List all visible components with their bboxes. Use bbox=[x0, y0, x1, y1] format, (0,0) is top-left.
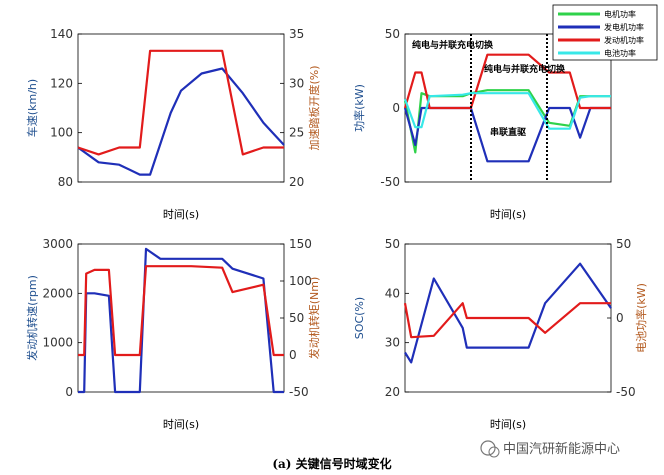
y-left-tick-label: 140 bbox=[50, 27, 73, 41]
annotation-series-direct-drive: 串联直驱 bbox=[490, 126, 526, 138]
watermark: 中国汽研新能源中心 bbox=[480, 440, 620, 458]
chart-panel-3: 20 30 40 50 -50 0 50 SOC(%) 电池功率(kW) 时间(s) bbox=[353, 237, 648, 431]
series-line-3 bbox=[403, 92, 611, 130]
y-left-tick-label: 2000 bbox=[42, 286, 73, 300]
legend-label-motor: 电机功率 bbox=[604, 9, 636, 19]
y-left-axis-label: 功率(kW) bbox=[352, 84, 366, 132]
x-axis-label: 时间(s) bbox=[163, 418, 199, 431]
figure-caption: (a) 关键信号时域变化 bbox=[272, 456, 391, 471]
series-line-1 bbox=[403, 106, 611, 163]
series-line-1 bbox=[403, 302, 611, 339]
y-left-tick-label: -50 bbox=[380, 175, 400, 189]
y-right-tick-label: 0 bbox=[616, 311, 624, 325]
y-right-tick-label: 150 bbox=[289, 237, 312, 251]
plot-area bbox=[77, 33, 285, 183]
series-line-1 bbox=[78, 265, 284, 357]
y-left-tick-label: 50 bbox=[385, 27, 400, 41]
x-axis-label: 时间(s) bbox=[163, 208, 199, 221]
y-right-tick-label: 25 bbox=[289, 126, 304, 140]
annotation-ev-parallel-switch-2: 纯电与并联充电切换 bbox=[484, 63, 566, 75]
series-line-0 bbox=[404, 262, 612, 364]
chart-panel-0: 80 100 120 140 20 25 30 35 车速(km/h) 加速踏板开度(%) 时间(s… bbox=[25, 27, 321, 221]
y-left-axis-label: SOC(%) bbox=[353, 297, 366, 339]
y-left-tick-label: 0 bbox=[392, 101, 400, 115]
y-left-tick-label: 100 bbox=[50, 126, 73, 140]
y-left-tick-label: 3000 bbox=[42, 237, 73, 251]
y-left-tick-label: 30 bbox=[385, 336, 400, 350]
y-right-tick-label: 100 bbox=[289, 274, 312, 288]
legend-label-engine: 发动机功率 bbox=[604, 35, 644, 45]
wechat-icon bbox=[480, 440, 496, 456]
x-axis-label: 时间(s) bbox=[490, 208, 526, 221]
y-left-tick-label: 0 bbox=[65, 385, 73, 399]
y-left-tick-label: 50 bbox=[385, 237, 400, 251]
series-line-1 bbox=[77, 49, 284, 156]
y-left-tick-label: 40 bbox=[385, 286, 400, 300]
y-left-axis-label: 车速(km/h) bbox=[25, 79, 39, 137]
y-left-axis-label: 发动机转速(rpm) bbox=[25, 275, 39, 361]
y-left-tick-label: 80 bbox=[58, 175, 73, 189]
svg-text:中国汽研新能源中心: 中国汽研新能源中心 bbox=[503, 441, 620, 457]
x-axis-label: 时间(s) bbox=[490, 418, 526, 431]
legend: 电机功率 发电机功率 发动机功率 电池功率 bbox=[552, 4, 658, 61]
chart-panel-2: 0 1000 2000 3000 -50 0 50 100 150 发动机转速(rpm) 发动机转矩… bbox=[25, 237, 321, 431]
series-line-0 bbox=[77, 67, 285, 176]
y-left-tick-label: 1000 bbox=[42, 336, 73, 350]
legend-label-battery: 电池功率 bbox=[604, 48, 636, 58]
y-right-tick-label: -50 bbox=[616, 385, 636, 399]
y-right-tick-label: 50 bbox=[616, 237, 631, 251]
y-right-axis-label: 加速踏板开度(%) bbox=[307, 65, 321, 150]
y-right-axis-label: 电池功率(kW) bbox=[634, 283, 648, 353]
y-right-tick-label: 20 bbox=[289, 175, 304, 189]
annotation-ev-parallel-switch-1: 纯电与并联充电切换 bbox=[412, 39, 494, 51]
y-right-tick-label: 50 bbox=[289, 311, 304, 325]
y-right-tick-label: 0 bbox=[289, 348, 297, 362]
y-left-tick-label: 120 bbox=[50, 76, 73, 90]
y-right-axis-label: 发动机转矩(Nm) bbox=[307, 277, 321, 360]
y-right-tick-label: -50 bbox=[289, 385, 309, 399]
y-right-tick-label: 30 bbox=[289, 76, 304, 90]
y-left-tick-label: 20 bbox=[385, 385, 400, 399]
y-right-tick-label: 35 bbox=[289, 27, 304, 41]
legend-label-generator: 发电机功率 bbox=[604, 22, 644, 32]
